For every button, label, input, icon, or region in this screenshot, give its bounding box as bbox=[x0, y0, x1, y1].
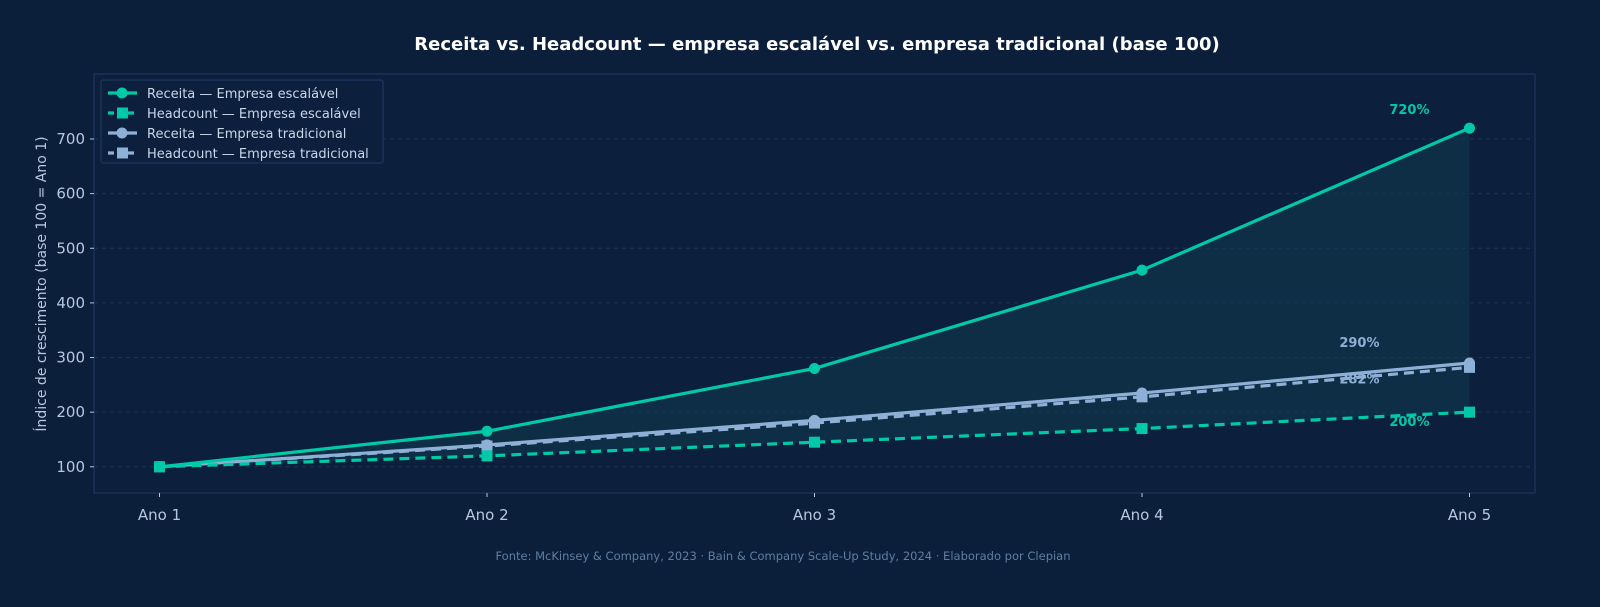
data-point bbox=[1136, 264, 1148, 276]
data-point bbox=[1136, 391, 1148, 403]
y-tick-label: 300 bbox=[56, 349, 85, 367]
series-receita-empresa-escal-vel bbox=[154, 122, 1475, 473]
y-tick-label: 400 bbox=[56, 294, 85, 312]
data-point bbox=[1136, 423, 1148, 435]
x-tick-label: Ano 2 bbox=[465, 506, 508, 524]
y-axis-label: Índice de crescimento (base 100 = Ano 1) bbox=[33, 136, 50, 431]
data-point bbox=[154, 461, 165, 473]
end-value-label: 720% bbox=[1389, 103, 1429, 118]
chart-title: Receita vs. Headcount — empresa escaláve… bbox=[414, 34, 1219, 55]
x-tick-label: Ano 1 bbox=[138, 506, 181, 524]
y-tick-label: 700 bbox=[56, 130, 85, 148]
legend-label: Receita — Empresa tradicional bbox=[147, 127, 346, 142]
end-value-label: 290% bbox=[1339, 336, 1379, 351]
y-tick-label: 100 bbox=[56, 458, 85, 476]
y-tick-label: 500 bbox=[56, 239, 85, 257]
end-value-label: 200% bbox=[1389, 415, 1429, 430]
legend-marker bbox=[117, 107, 128, 119]
end-value-label: 282% bbox=[1339, 372, 1379, 387]
source-note: Fonte: McKinsey & Company, 2023 · Bain &… bbox=[495, 549, 1070, 563]
legend-label: Receita — Empresa escalável bbox=[147, 87, 338, 102]
legend-marker bbox=[116, 87, 128, 99]
legend-label: Headcount — Empresa tradicional bbox=[147, 147, 369, 162]
data-point bbox=[1464, 361, 1475, 373]
data-point bbox=[809, 362, 820, 374]
series-line bbox=[159, 410, 1470, 469]
y-tick-label: 200 bbox=[56, 403, 85, 421]
y-tick-label: 600 bbox=[56, 185, 85, 203]
legend-label: Headcount — Empresa escalável bbox=[147, 107, 361, 122]
legend: Receita — Empresa escalável Headcount — E… bbox=[100, 79, 384, 164]
data-point bbox=[481, 440, 493, 452]
area-fill bbox=[159, 128, 1470, 467]
x-tick-label: Ano 4 bbox=[1120, 506, 1163, 524]
data-point bbox=[1464, 122, 1475, 134]
data-point bbox=[809, 417, 820, 429]
x-tick-label: Ano 3 bbox=[793, 506, 836, 524]
data-point bbox=[481, 450, 493, 462]
x-tick-label: Ano 5 bbox=[1448, 506, 1491, 524]
legend-marker bbox=[117, 147, 128, 159]
data-point bbox=[1464, 406, 1475, 418]
data-point bbox=[809, 436, 820, 448]
legend-marker bbox=[116, 127, 128, 139]
data-point bbox=[481, 425, 493, 437]
